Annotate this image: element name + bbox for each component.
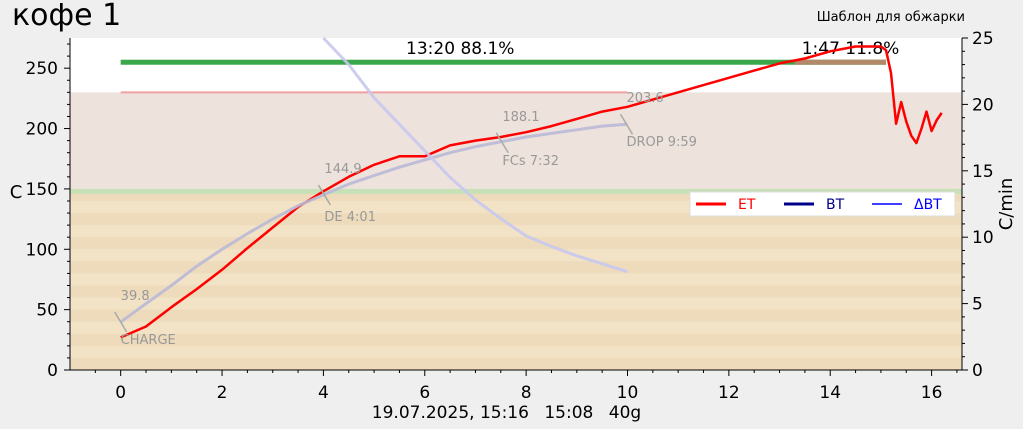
event-marker [501, 142, 509, 154]
series-δbt [322, 36, 628, 274]
dry-end-band [70, 188, 962, 194]
event-value: 144.9 [324, 162, 361, 177]
event-name: DE 4:01 [324, 210, 376, 225]
event-marker [114, 311, 122, 323]
phase-stripe [70, 333, 962, 346]
x-tick-label: 8 [521, 383, 532, 400]
event-name: CHARGE [121, 333, 176, 348]
roast-chart: 13:20 88.1% 1:47 11.8%0 2 4 6 8 10 12 14 16050100… [10, 29, 1017, 400]
legend-label: ΔBT [914, 197, 942, 213]
development-bar [120, 59, 886, 65]
event-marker [495, 132, 503, 144]
event-name: FCs 7:32 [502, 154, 559, 169]
y2-tick-label: 0 [972, 361, 983, 381]
y-tick-label: 150 [26, 180, 58, 200]
legend-label: BT [826, 197, 845, 213]
y-tick-label: 100 [26, 240, 58, 260]
event-marker [619, 113, 628, 125]
x-tick-label: 10 [617, 383, 639, 400]
page-title: кофе 1 [12, 0, 122, 33]
y2-tick-label: 15 [972, 162, 994, 182]
template-label: Шаблон для обжарки [816, 10, 965, 25]
phase-stripe [70, 309, 962, 322]
finish-bar [794, 59, 886, 65]
event-marker [323, 194, 332, 206]
y2-tick-label: 25 [972, 29, 994, 49]
footer-time: 15:08 [544, 403, 594, 423]
event-value: 203.6 [626, 91, 663, 106]
x-tick-label: 12 [718, 383, 740, 400]
event-marker [120, 321, 128, 333]
event-name: DROP 9:59 [626, 135, 696, 150]
y-tick-label: 0 [47, 361, 58, 381]
y2-tick-label: 10 [972, 228, 994, 248]
footer-datetime: 19.07.2025, 15:16 [371, 403, 529, 423]
x-tick-label: 4 [318, 383, 329, 400]
y2-tick-label: 20 [972, 95, 994, 115]
phase-band-upper [70, 92, 962, 189]
y-tick-label: 50 [36, 301, 58, 321]
x-tick-label: 14 [819, 383, 841, 400]
footer-weight: 40g [608, 403, 642, 423]
y2-tick-label: 5 [972, 295, 983, 315]
phase-stripe [70, 285, 962, 298]
x-tick-label: 2 [217, 383, 228, 400]
y-tick-label: 200 [26, 120, 58, 140]
x-tick-label: 6 [419, 383, 430, 400]
legend-label: ET [738, 197, 756, 213]
legend-box [689, 191, 956, 217]
footer-info: 19.07.2025, 15:16 15:08 40g [0, 403, 1023, 423]
x-tick-label: 0 [115, 383, 126, 400]
event-marker [625, 123, 634, 135]
phase-label-right: 1:47 11.8% [802, 39, 900, 59]
legend: ET BT ΔBT [689, 191, 956, 217]
phase-stripe [70, 237, 962, 250]
phase-label-left: 13:20 88.1% [406, 39, 514, 59]
y-axis-label: C [10, 182, 23, 203]
event-value: 39.8 [121, 289, 150, 304]
event-value: 188.1 [502, 110, 539, 125]
phase-stripe [70, 357, 962, 370]
event-marker [317, 184, 326, 196]
series-bt [119, 122, 628, 324]
y2-axis-label: C/min [996, 178, 1017, 231]
x-tick-label: 16 [921, 383, 943, 400]
phase-stripe [70, 261, 962, 274]
y-tick-label: 250 [26, 59, 58, 79]
